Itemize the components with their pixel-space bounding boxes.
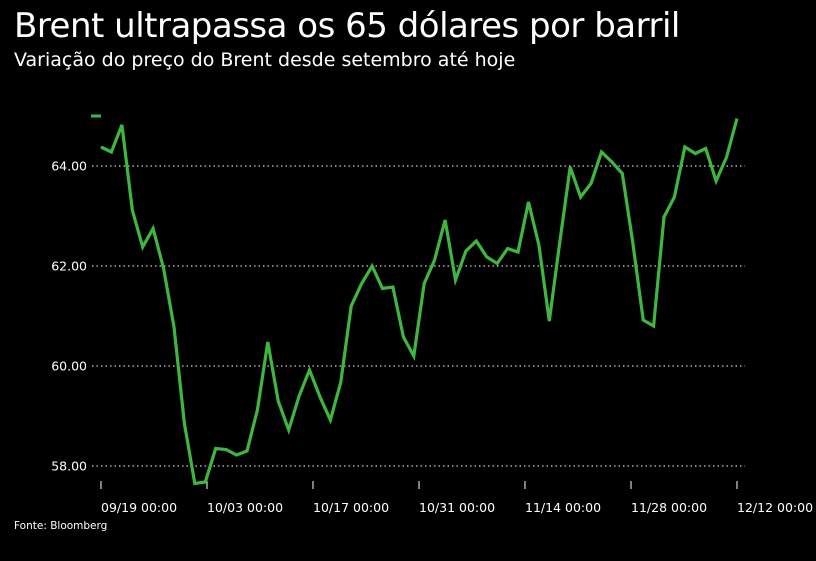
x-tick-label: 10/31 00:00 [419,500,495,515]
y-tick-label: 64.00 [51,159,87,174]
series-layer [91,114,739,486]
gridlines [92,165,745,467]
x-tick-label: 12/12 00:00 [737,500,813,515]
y-tick-label: 62.00 [51,259,87,274]
chart-title: Brent ultrapassa os 65 dólares por barri… [14,6,680,46]
y-tick-label: 58.00 [51,459,87,474]
x-tick-label: 11/28 00:00 [631,500,707,515]
x-tick-label: 11/14 00:00 [525,500,601,515]
chart-subtitle: Variação do preço do Brent desde setembr… [14,49,516,71]
x-tick-label: 10/03 00:00 [207,500,283,515]
line-chart: 58.00 60.00 62.00 64.00 09/19 00:00 10/03 00… [51,114,813,515]
source-note: Fonte: Bloomberg [14,520,108,532]
series-line [100,118,739,486]
y-axis-ticks: 58.00 60.00 62.00 64.00 [51,159,87,474]
x-tick-label: 09/19 00:00 [101,500,177,515]
y-tick-label: 60.00 [51,359,87,374]
x-axis: 09/19 00:00 10/03 00:00 10/17 00:00 10/31 0… [100,481,813,515]
x-tick-label: 10/17 00:00 [313,500,389,515]
